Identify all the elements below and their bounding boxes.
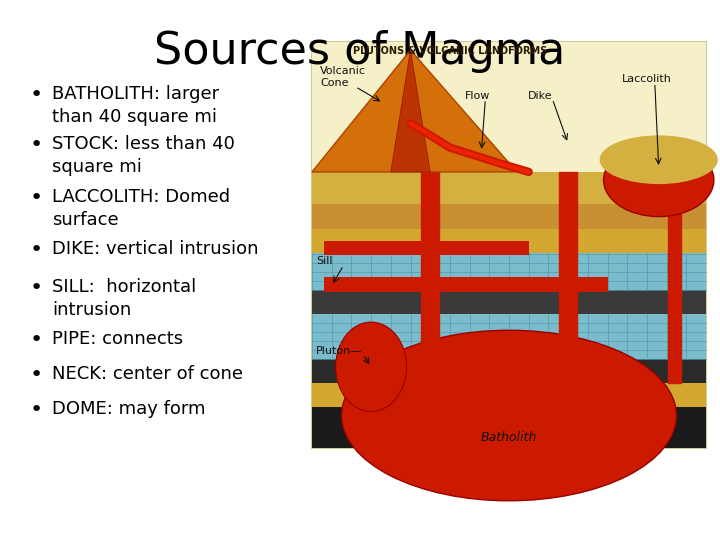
Text: DIKE: vertical intrusion: DIKE: vertical intrusion (52, 240, 258, 258)
Ellipse shape (600, 136, 718, 184)
Text: Flow: Flow (465, 91, 490, 101)
Text: SILL:  horizontal
intrusion: SILL: horizontal intrusion (52, 278, 197, 319)
Text: Sources of Magma: Sources of Magma (154, 30, 566, 73)
Ellipse shape (336, 322, 407, 411)
Text: PLUTONS & VOLCANIC LANDFORMS: PLUTONS & VOLCANIC LANDFORMS (353, 46, 547, 56)
Bar (312, 359, 706, 383)
Bar (312, 229, 706, 253)
Bar (324, 278, 608, 292)
Text: PIPE: connects: PIPE: connects (52, 330, 183, 348)
Text: NECK: center of cone: NECK: center of cone (52, 365, 243, 383)
Bar (312, 42, 706, 448)
Text: Pluton—: Pluton— (316, 346, 362, 355)
Bar (312, 383, 706, 407)
Ellipse shape (603, 144, 714, 217)
Text: •: • (30, 400, 43, 420)
Polygon shape (391, 50, 431, 172)
Text: DOME: may form: DOME: may form (52, 400, 205, 418)
Bar (312, 314, 706, 359)
Text: BATHOLITH: larger
than 40 square mi: BATHOLITH: larger than 40 square mi (52, 85, 219, 126)
Polygon shape (312, 50, 517, 172)
Text: •: • (30, 278, 43, 298)
Text: Batholith: Batholith (481, 431, 537, 444)
Text: •: • (30, 240, 43, 260)
Bar (312, 42, 706, 172)
Bar (312, 172, 706, 205)
Text: Dike: Dike (528, 91, 553, 101)
Text: STOCK: less than 40
square mi: STOCK: less than 40 square mi (52, 135, 235, 176)
Bar (312, 253, 706, 289)
Text: •: • (30, 85, 43, 105)
Text: •: • (30, 330, 43, 350)
Text: Laccolith: Laccolith (622, 75, 672, 84)
Ellipse shape (341, 330, 677, 501)
Bar (312, 289, 706, 314)
Bar (324, 241, 528, 255)
Text: •: • (30, 135, 43, 155)
Bar (312, 205, 706, 229)
Text: •: • (30, 188, 43, 208)
Text: LACCOLITH: Domed
surface: LACCOLITH: Domed surface (52, 188, 230, 229)
Text: Sill: Sill (316, 256, 333, 266)
Bar (312, 407, 706, 448)
Text: •: • (30, 365, 43, 385)
Text: Volcanic
Cone: Volcanic Cone (320, 66, 366, 88)
